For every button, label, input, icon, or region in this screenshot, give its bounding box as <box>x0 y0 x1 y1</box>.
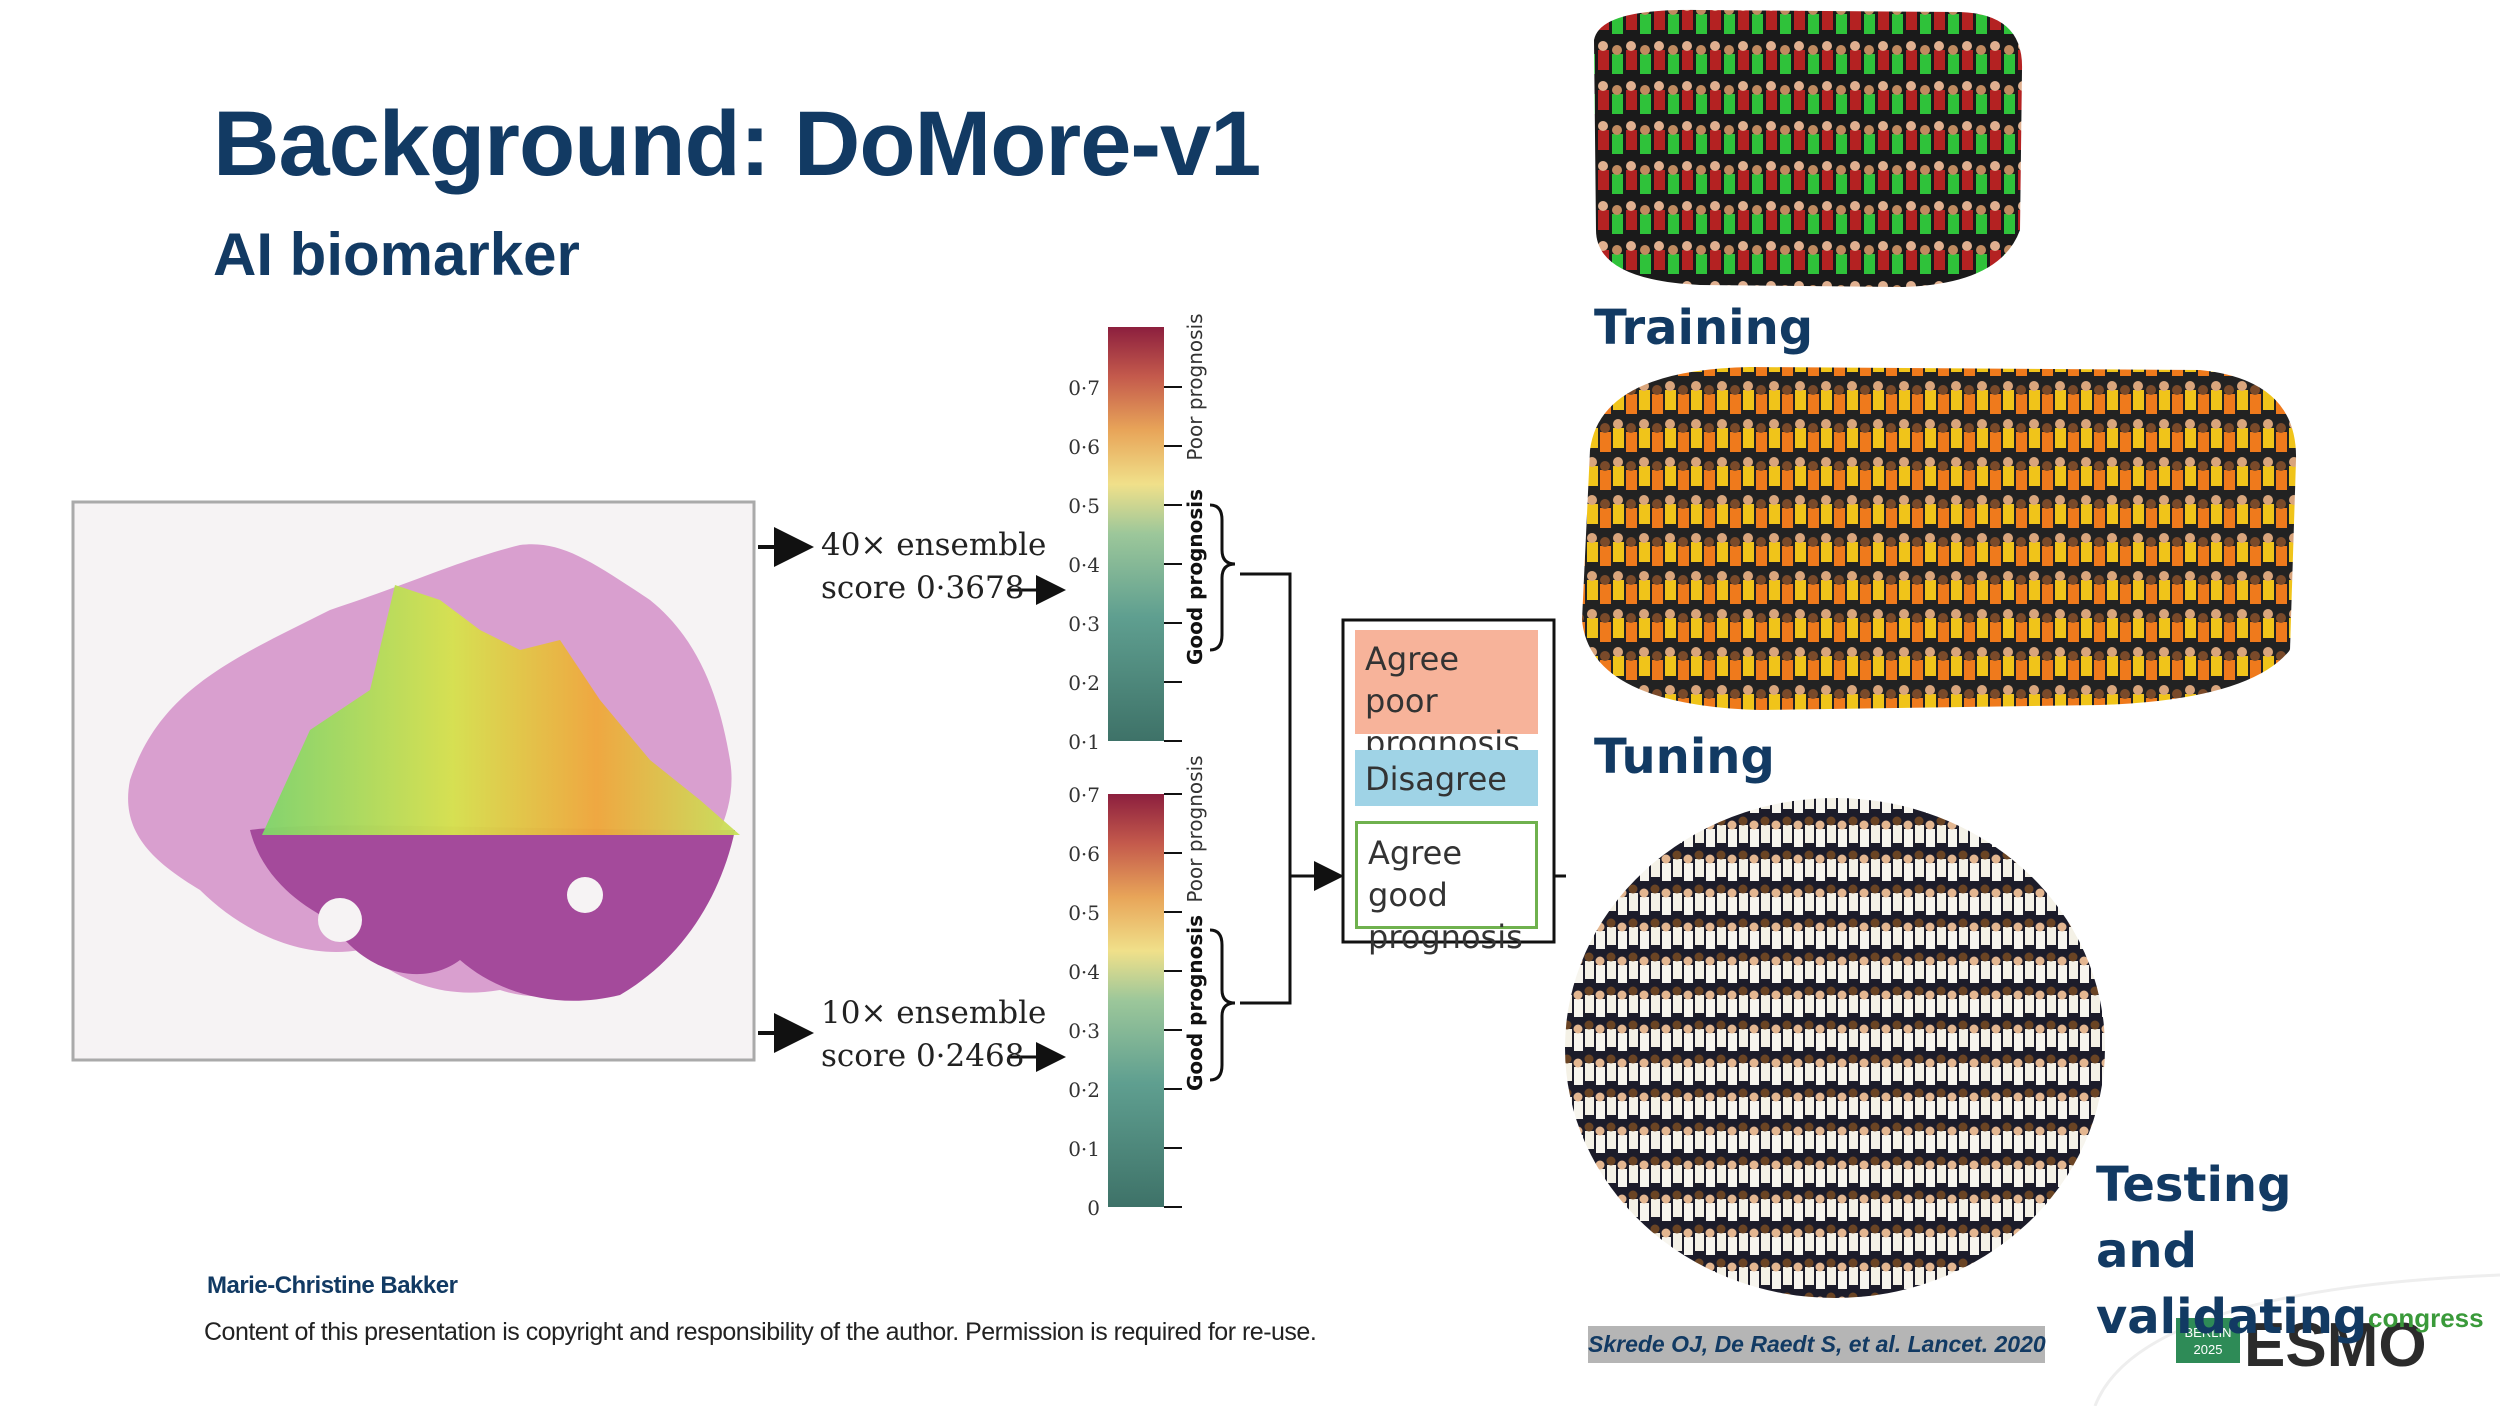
tissue-dense <box>250 825 735 1001</box>
outcome-agree-poor: Agree poor prognosis <box>1355 630 1538 762</box>
copyright: Content of this presentation is copyrigh… <box>204 1318 1317 1346</box>
ensemble-score: score 0·2468 <box>821 1038 1025 1074</box>
logo-badge <box>2176 1318 2240 1363</box>
title: Background: DoMore-v1 <box>213 93 1261 195</box>
bracket <box>1209 503 1236 652</box>
colorbar-tick-label: 0·2 <box>1068 1078 1100 1102</box>
colorbar-tick-label: 0·6 <box>1068 842 1100 866</box>
connector <box>1240 572 1292 1005</box>
logo-suffix: congress <box>2368 1303 2484 1333</box>
colorbar-tick-label: 0·5 <box>1068 901 1100 925</box>
outcome-disagree: Disagree <box>1355 750 1538 806</box>
logo-city: BERLIN <box>2185 1325 2232 1340</box>
tuning-crowd <box>1582 367 2297 710</box>
ensemble-label: 40× ensemble <box>821 527 1047 563</box>
poor-prognosis-label: Poor prognosis <box>1183 755 1207 902</box>
decor-curve <box>2093 1273 2500 1406</box>
heatmap-overlay <box>262 585 740 835</box>
colorbar-tick-label: 0·4 <box>1068 553 1100 577</box>
tissue-hole <box>318 898 362 942</box>
colorbar-tick-label: 0·5 <box>1068 494 1100 518</box>
colorbar-tick-label: 0·6 <box>1068 435 1100 459</box>
cohort-label: Training <box>1594 300 1814 356</box>
testing-crowd <box>1565 798 2105 1298</box>
colorbar <box>1108 794 1164 1207</box>
citation: Skrede OJ, De Raedt S, et al. Lancet. 20… <box>1588 1326 2046 1363</box>
good-prognosis-label: Good prognosis <box>1183 489 1207 665</box>
colorbar-tick-label: 0·7 <box>1068 376 1100 400</box>
colorbar-tick-label: 0·4 <box>1068 960 1100 984</box>
outcome-agree-good: Agree good prognosis <box>1355 821 1538 956</box>
author: Marie-Christine Bakker <box>207 1272 458 1299</box>
tissue-hole <box>567 877 603 913</box>
colorbar-tick-label: 0·2 <box>1068 671 1100 695</box>
logo-brand: ESMO <box>2244 1311 2427 1380</box>
colorbar <box>1108 327 1164 741</box>
colorbar-tick-label: 0·1 <box>1068 730 1100 754</box>
cohort-label: Testing and validating <box>2096 1157 2368 1345</box>
logo-year: 2025 <box>2194 1342 2223 1357</box>
colorbar-tick-label: 0·3 <box>1068 1019 1100 1043</box>
colorbar-tick-label: 0 <box>1087 1196 1100 1220</box>
ensemble-score: score 0·3678 <box>821 570 1025 606</box>
colorbar-tick-label: 0·3 <box>1068 612 1100 636</box>
ensemble-label: 10× ensemble <box>821 995 1047 1031</box>
cohort-label: Tuning <box>1594 729 1775 785</box>
colorbar-tick-label: 0·7 <box>1068 783 1100 807</box>
bracket <box>1209 928 1236 1082</box>
poor-prognosis-label: Poor prognosis <box>1183 313 1207 460</box>
training-crowd <box>1594 9 2023 287</box>
good-prognosis-label: Good prognosis <box>1183 915 1207 1091</box>
subtitle: AI biomarker <box>213 221 580 288</box>
colorbar-tick-label: 0·1 <box>1068 1137 1100 1161</box>
